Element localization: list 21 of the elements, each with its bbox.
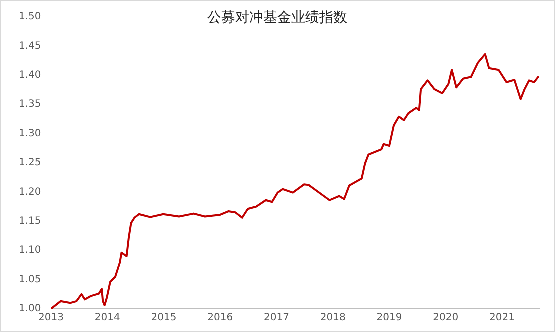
y-tick-label: 1.35 xyxy=(19,99,42,110)
x-tick-label: 2021 xyxy=(490,312,515,324)
x-tick-label: 2020 xyxy=(433,312,459,324)
y-tick-label: 1.10 xyxy=(19,245,42,256)
y-tick-label: 1.40 xyxy=(19,70,42,81)
x-tick-label: 2013 xyxy=(38,312,64,324)
x-tick-label: 2016 xyxy=(208,312,234,324)
y-tick-label: 1.25 xyxy=(19,158,42,169)
y-tick-label: 1.00 xyxy=(19,304,42,315)
y-tick-label: 1.50 xyxy=(19,12,42,23)
y-tick-label: 1.45 xyxy=(19,40,42,52)
y-tick-label: 1.05 xyxy=(19,274,42,286)
x-tick-label: 2018 xyxy=(320,312,346,324)
y-tick-label: 1.30 xyxy=(19,128,42,140)
x-tick-label: 2015 xyxy=(151,312,177,324)
y-tick-label: 1.15 xyxy=(19,216,42,227)
x-tick-label: 2014 xyxy=(94,312,120,324)
y-tick-label: 1.20 xyxy=(19,186,42,198)
x-tick-label: 2019 xyxy=(376,312,402,324)
chart-title: 公募对冲基金业绩指数 xyxy=(208,10,348,26)
x-tick-label: 2017 xyxy=(264,312,290,324)
